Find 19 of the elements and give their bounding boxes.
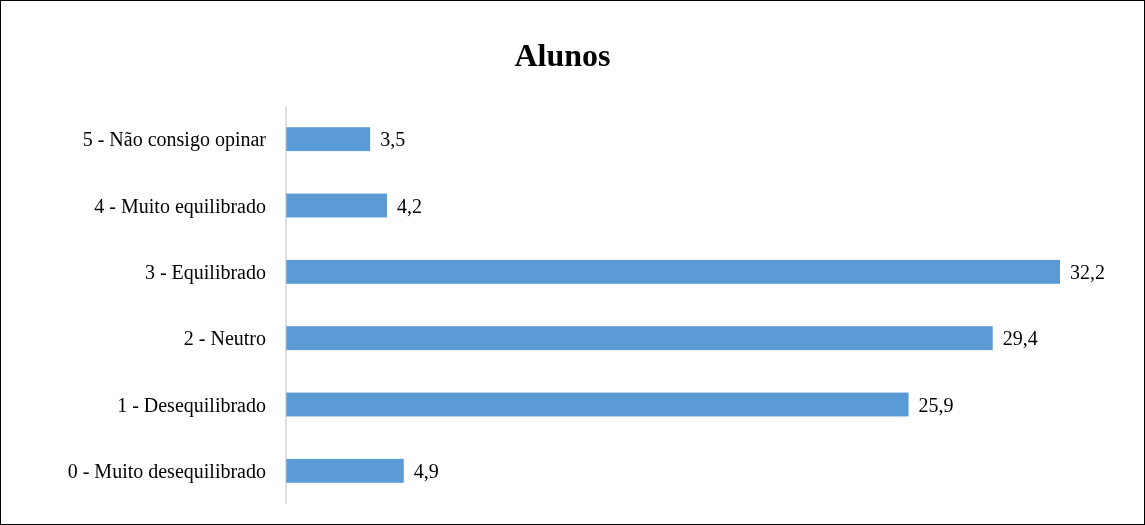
y-tick-label: 2 - Neutro	[183, 327, 266, 350]
bar	[286, 326, 993, 351]
data-label: 4,9	[413, 459, 439, 482]
bar	[286, 259, 1060, 284]
y-tick-label: 3 - Equilibrado	[144, 260, 266, 284]
bar	[286, 458, 404, 483]
y-tick-label: 5 - Não consigo opinar	[82, 128, 267, 152]
y-tick-label: 1 - Desequilibrado	[117, 393, 266, 417]
y-tick-label: 4 - Muito equilibrado	[94, 194, 266, 218]
bar	[286, 193, 387, 218]
data-label: 25,9	[918, 393, 954, 416]
data-label: 3,5	[380, 128, 406, 151]
bar	[286, 127, 371, 152]
data-label: 29,4	[1002, 327, 1038, 350]
data-label: 4,2	[396, 194, 422, 217]
data-label: 32,2	[1070, 260, 1105, 283]
chart-title: Alunos	[514, 37, 611, 73]
y-tick-label: 0 - Muito desequilibrado	[67, 459, 266, 483]
bar	[286, 392, 909, 417]
